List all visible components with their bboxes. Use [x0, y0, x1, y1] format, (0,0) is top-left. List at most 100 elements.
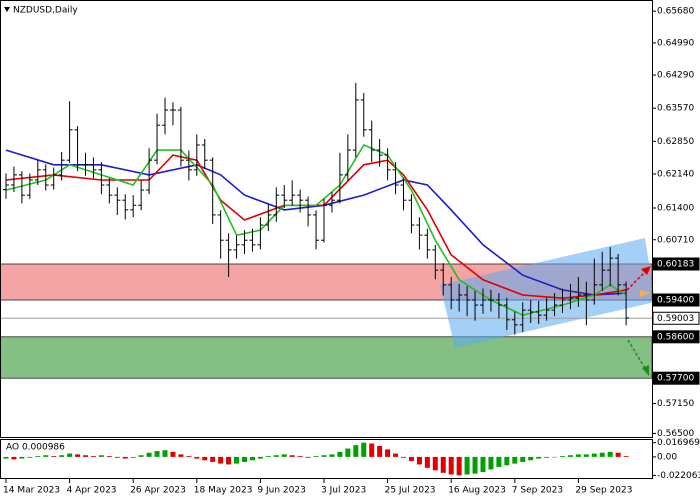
down-arrowhead: [642, 365, 649, 376]
y-tick-label: 0.56500: [657, 429, 694, 439]
indicator-bar: [297, 456, 303, 457]
indicator-bar: [130, 456, 136, 458]
indicator-bar: [583, 454, 589, 457]
x-tick-label: 7 Sep 2023: [512, 486, 563, 496]
x-tick-label: 26 Apr 2023: [130, 486, 186, 496]
y-tick-label: 0.57150: [657, 399, 694, 409]
indicator-bar: [3, 456, 9, 459]
moving-average: [5, 154, 627, 300]
indicator-bar: [202, 456, 208, 461]
y-tick-label: 0.62140: [657, 169, 694, 179]
price-badge: [652, 330, 700, 344]
indicator-bar: [178, 454, 184, 457]
indicator-bar: [19, 456, 25, 459]
price-badge: [652, 257, 700, 271]
indicator-bar: [98, 455, 104, 457]
indicator-label: AO 0.000986: [6, 443, 65, 453]
indicator-bar: [75, 454, 81, 457]
chart-title: NZDUSD,Daily: [13, 6, 78, 16]
x-tick-label: 14 Mar 2023: [3, 486, 60, 496]
indicator-tick-label: -0.022063: [657, 471, 700, 481]
indicator-bar: [536, 456, 542, 459]
y-tick-label: 0.64990: [657, 38, 694, 48]
indicator-bar: [305, 456, 311, 458]
axis-layer: 0.65680 0.64990 0.64290 0.63570 0.62850 0.621…: [3, 7, 700, 496]
x-tick-label: 16 Aug 2023: [448, 486, 506, 496]
indicator-bar: [464, 456, 470, 475]
x-tick-label: 9 Jun 2023: [257, 486, 305, 496]
indicator-bar: [281, 454, 287, 457]
y-tick-label: 0.62850: [657, 137, 694, 147]
indicator-bar: [361, 442, 367, 457]
price-badge: [652, 293, 700, 307]
y-tick-label: 0.65680: [657, 7, 694, 17]
indicator-bar: [265, 456, 271, 457]
price-channel: [440, 238, 655, 348]
price-badge-label: 0.59003: [657, 314, 694, 324]
price-badge-label: 0.60183: [657, 259, 694, 269]
indicator-bar: [488, 456, 494, 470]
indicator-bar: [337, 451, 343, 457]
indicator-bar: [440, 456, 446, 473]
price-badge-label: 0.59400: [657, 296, 694, 306]
indicator-bar: [51, 456, 57, 457]
price-badge: [652, 311, 700, 325]
down-arrow: [627, 339, 647, 371]
x-tick-label: 3 Jul 2023: [321, 486, 366, 496]
indicator-bar: [496, 456, 502, 467]
price-badge: [652, 371, 700, 385]
indicator-bar: [273, 455, 279, 457]
indicator-bar: [313, 456, 319, 457]
indicator-bar: [122, 456, 128, 459]
indicator-bar: [146, 452, 152, 457]
indicator-tick-label: 0.00: [657, 452, 677, 462]
indicator-bar: [456, 456, 462, 476]
indicator-bar: [599, 452, 605, 457]
price-badge-label: 0.58600: [657, 332, 694, 342]
indicator-tick-label: 0.016969: [657, 438, 700, 448]
indicator-bar: [353, 445, 359, 457]
indicator-bar: [289, 455, 295, 457]
indicator-bar: [544, 456, 550, 458]
indicator-bar: [106, 456, 112, 457]
indicator-bar: [591, 453, 597, 457]
indicator-bar: [59, 455, 65, 457]
indicator-bar: [83, 455, 88, 457]
x-tick-label: 29 Sep 2023: [575, 486, 632, 496]
indicator-bar: [170, 451, 176, 457]
indicator-bar: [154, 451, 160, 457]
indicator-bar: [377, 446, 383, 457]
indicator-bar: [329, 454, 335, 457]
indicator-bar: [607, 451, 613, 457]
title-icon: [4, 7, 10, 12]
zone: [0, 336, 653, 379]
price-badge-label: 0.57700: [657, 374, 694, 384]
indicator-bar: [393, 453, 399, 457]
indicator-bar: [408, 456, 414, 462]
indicator-bar: [512, 456, 518, 464]
y-tick-label: 0.61400: [657, 204, 694, 214]
indicator-bar: [43, 455, 49, 457]
indicator-bar: [90, 456, 96, 457]
indicator-bar: [27, 456, 33, 458]
indicator-bar: [67, 453, 73, 457]
indicator-bar: [321, 455, 327, 457]
indicator-bar: [369, 443, 375, 457]
indicator-bar: [575, 454, 581, 457]
indicator-bar: [560, 456, 565, 457]
indicator-bar: [226, 456, 232, 465]
plot-layer: [0, 82, 652, 476]
indicator-bar: [520, 456, 526, 462]
indicator-bar: [257, 456, 263, 459]
indicator-bar: [623, 456, 629, 457]
indicator-bar: [210, 456, 216, 462]
indicator-bar: [432, 456, 438, 471]
indicator-bar: [424, 456, 430, 468]
frames: [0, 0, 653, 479]
indicator-bar: [345, 448, 351, 457]
indicator-bar: [480, 456, 486, 472]
indicator-bar: [11, 456, 17, 460]
indicator-bar: [552, 456, 558, 458]
indicator-bar: [504, 456, 510, 466]
